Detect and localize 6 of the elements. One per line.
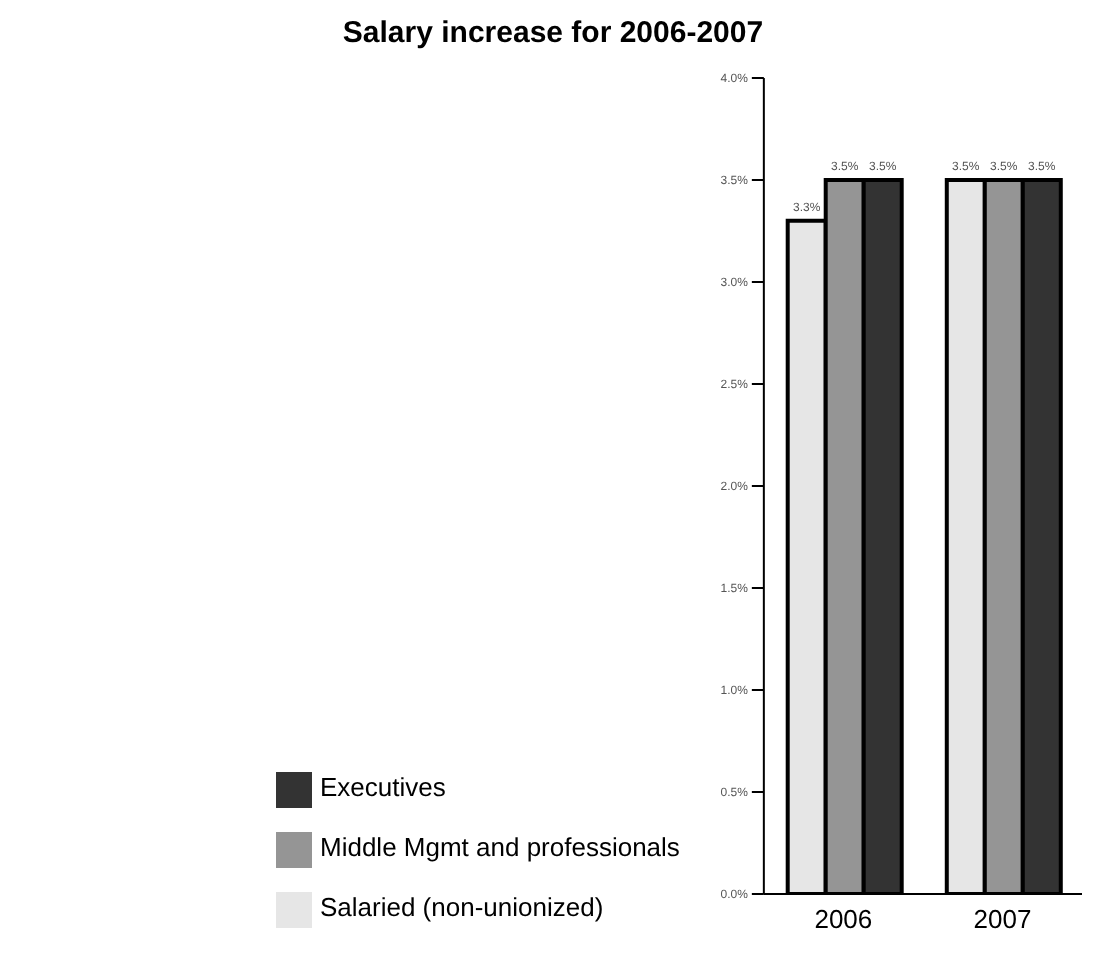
x-tick-label: 2007 xyxy=(973,904,1032,935)
x-tick-label: 2006 xyxy=(814,904,873,935)
chart-title: Salary increase for 2006-2007 xyxy=(340,16,766,50)
legend-label: Salaried (non-unionized) xyxy=(320,892,604,922)
legend-label: Executives xyxy=(320,772,446,802)
legend-label: Middle Mgmt and professionals xyxy=(320,832,680,862)
